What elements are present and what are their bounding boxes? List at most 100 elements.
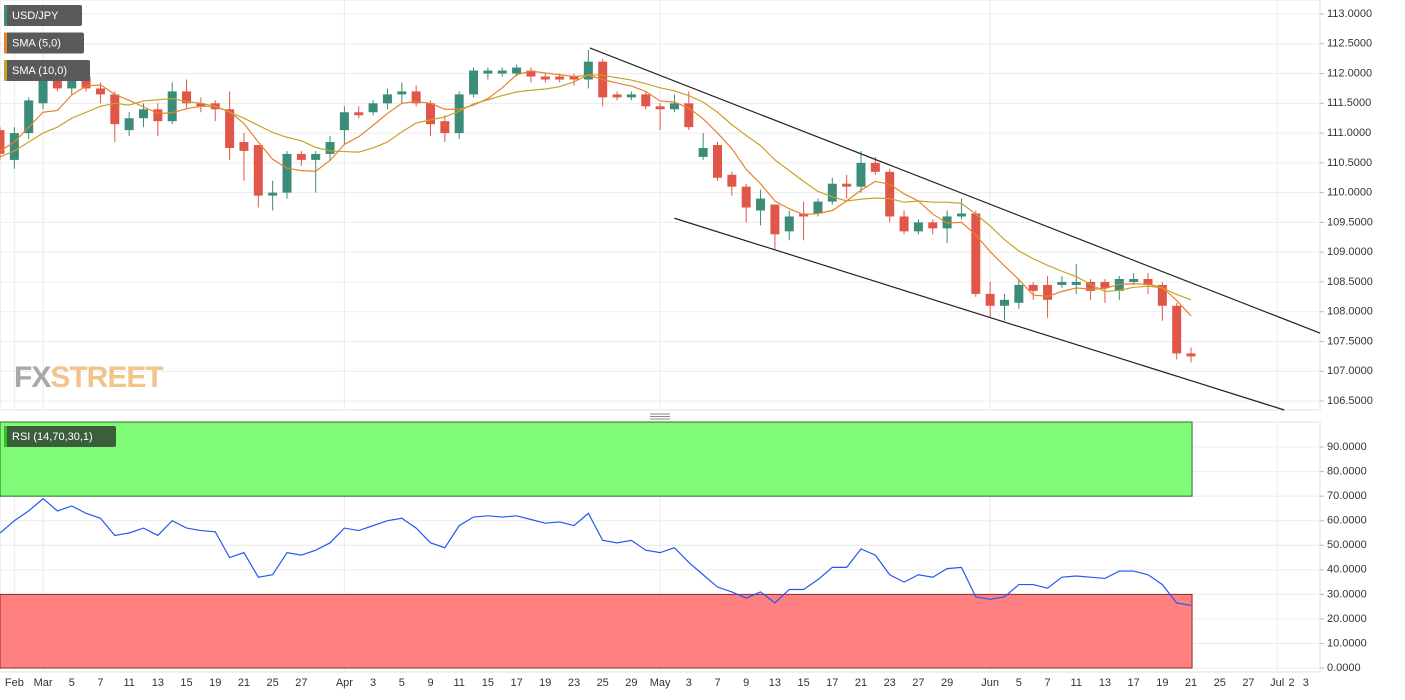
candle-body [426,103,435,125]
candle-body [655,106,665,110]
candle-body [985,293,995,306]
candle-body [827,183,837,202]
candle-body [1014,284,1024,303]
x-tick-label: Jul [1270,677,1284,689]
x-tick-label: 15 [797,677,809,689]
x-tick-label: 25 [597,677,609,689]
logo-fx: FX [14,361,51,394]
candle-body [713,145,722,178]
x-tick-label: 25 [267,677,279,689]
candle-body [0,130,5,154]
legend-box [4,32,84,54]
y-tick-label: 109.5000 [1327,216,1373,228]
candle-body [469,70,479,95]
candle-body [67,76,77,89]
x-tick-label: 17 [510,677,522,689]
candle-body [483,70,493,74]
candle-body [339,112,349,131]
candle-body [555,76,565,80]
y-tick-label: 108.5000 [1327,276,1373,288]
candle-body [956,213,966,217]
candle-body [24,100,34,134]
candle-body [727,174,737,187]
candle-body [842,183,852,187]
candle-body [1086,281,1096,291]
x-tick-label: Jun [981,677,999,689]
legend-item[interactable]: SMA (10,0) [4,60,90,81]
y-tick-label: 40.0000 [1327,564,1367,576]
candle-body [139,109,148,119]
candle-body [669,103,679,110]
candle-body [1129,278,1139,282]
candle-body [38,76,48,104]
x-tick-label: 7 [97,677,103,689]
x-tick-label: 29 [941,677,953,689]
legend-item[interactable]: RSI (14,70,30,1) [4,426,116,447]
x-tick-label: 11 [1071,677,1082,689]
candle-body [81,76,91,89]
pane-splitter[interactable] [650,413,670,420]
x-tick-label: Mar [34,677,53,689]
trendline [589,47,1321,334]
y-tick-label: 110.0000 [1327,187,1372,199]
candle-body [182,91,192,104]
x-tick-label: 15 [180,677,192,689]
overbought-zone [0,421,1193,497]
candle-body [698,147,708,157]
sma-line [0,74,1192,301]
x-tick-label: May [650,677,671,689]
candle-body [1100,281,1110,288]
legend-item[interactable]: USD/JPY [4,5,82,26]
candle-body [368,103,378,113]
candle-body [225,109,235,148]
candle-body [1028,284,1038,291]
candle-body [497,70,507,74]
x-tick-label: 9 [427,677,433,689]
legend-item[interactable]: SMA (5,0) [4,32,84,54]
x-tick-label: 13 [152,677,164,689]
candle-body [1071,281,1081,285]
y-tick-label: 10.0000 [1327,637,1367,649]
candle-body [1000,299,1009,306]
candle-body [928,222,938,229]
candle-body [440,121,450,134]
x-tick-label: 21 [855,677,867,689]
x-tick-label: Feb [5,677,24,689]
candle-body [411,91,421,104]
legend-box [4,5,82,26]
candle-body [612,94,622,98]
y-tick-label: 107.0000 [1327,365,1373,377]
y-tick-label: 110.5000 [1327,157,1372,169]
y-tick-label: 112.5000 [1327,38,1372,50]
candle-body [239,142,249,151]
y-tick-label: 113.0000 [1327,8,1372,20]
legend: USD/JPY SMA (5,0) SMA (10,0) RSI (14,70,30,… [4,5,116,447]
y-tick-label: 112.0000 [1327,67,1372,79]
x-tick-label: 13 [1099,677,1111,689]
x-tick-label: 25 [1214,677,1226,689]
x-tick-label: 11 [123,677,134,689]
y-tick-label: 80.0000 [1327,466,1367,478]
x-tick-label: 19 [209,677,221,689]
candle-body [1057,281,1067,285]
x-tick-label: 5 [1016,677,1022,689]
y-tick-label: 20.0000 [1327,613,1367,625]
x-tick-label: 19 [539,677,551,689]
candle-body [167,91,177,122]
legend-box [4,60,90,81]
x-tick-label: 19 [1156,677,1168,689]
candle-body [253,145,263,196]
x-tick-label: 3 [1303,677,1309,689]
candle-body [296,153,306,160]
x-tick-label: 3 [686,677,692,689]
x-tick-label: 7 [1044,677,1050,689]
candle-body [885,171,895,217]
candle-body [52,76,62,89]
x-tick-label: 5 [69,677,75,689]
candle-body [512,67,522,74]
x-tick-label: 29 [625,677,637,689]
candle-body [1172,305,1182,354]
legend-label: USD/JPY [12,10,59,22]
x-tick-label: 21 [1185,677,1197,689]
